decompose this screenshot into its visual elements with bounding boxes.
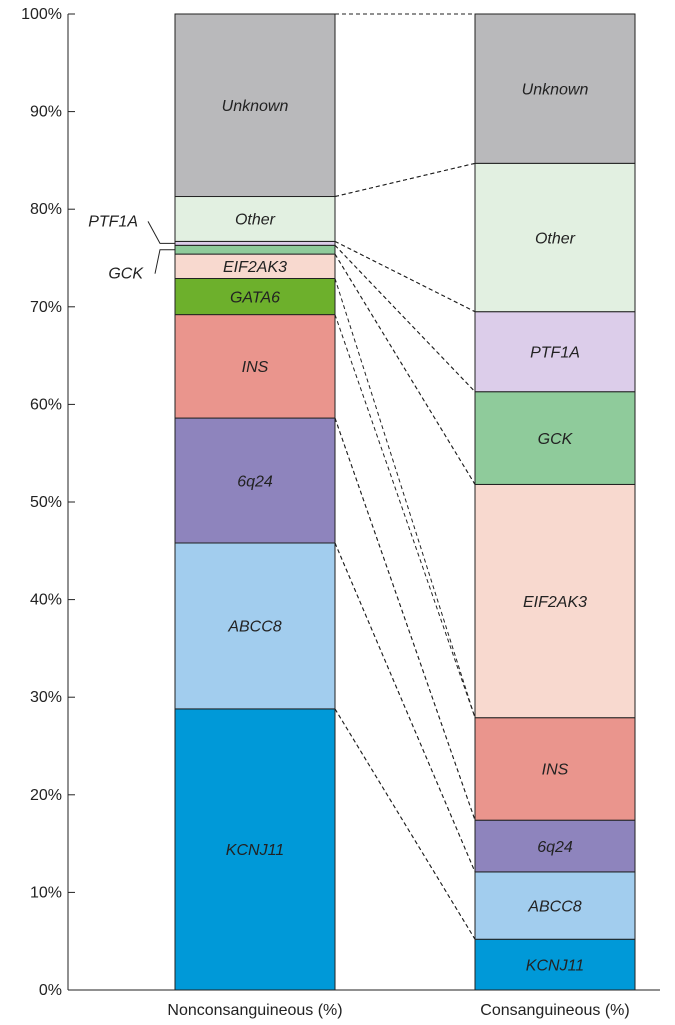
external-label-gck: GCK (108, 266, 144, 283)
segment-label-6q24: 6q24 (237, 473, 273, 490)
bar-segment-eif2ak3-consanguineous (474, 483, 636, 719)
connector-abcc8-bottom (334, 708, 476, 940)
y-tick-label: 20% (30, 787, 62, 804)
bar-segment-unknown-nonconsanguineous (174, 13, 336, 198)
y-tick-label: 30% (30, 689, 62, 706)
bar-segment-ptf1a-consanguineous (474, 311, 636, 393)
bar-segment-kcnj11-consanguineous (474, 938, 636, 991)
bar-segment-other-consanguineous (474, 162, 636, 313)
bar-segment-abcc8-nonconsanguineous (174, 542, 336, 710)
connector-gck-bottom (334, 253, 476, 485)
segment-label-abcc8: ABCC8 (227, 619, 281, 636)
y-axis: 0% 10% 20% 30% 40% 50% 60% 70% 80% 90% 100% (21, 6, 75, 999)
bar-segment-ins-consanguineous (474, 717, 636, 821)
y-tick-label: 10% (30, 884, 62, 901)
bar-segment-gata6-nonconsanguineous (174, 277, 336, 316)
connector-ins-top (334, 314, 476, 718)
segment-label-eif2ak3: EIF2AK3 (523, 594, 587, 611)
bar-segment-6q24-nonconsanguineous (174, 417, 336, 544)
y-tick-label: 80% (30, 201, 62, 218)
connector-lines (334, 13, 476, 991)
leader-line-ptf1a (147, 221, 175, 244)
bar-segment-6q24-consanguineous (474, 819, 636, 873)
segment-label-unknown: Unknown (222, 98, 289, 115)
segment-label-kcnj11: KCNJ11 (226, 842, 284, 859)
segment-label-gck: GCK (538, 431, 574, 448)
y-tick-label: 100% (21, 6, 62, 23)
segment-label-unknown: Unknown (522, 81, 589, 98)
connector-eif2ak3-bottom (334, 278, 476, 718)
connector-unknown-bottom (334, 162, 476, 197)
segment-label-ins: INS (542, 762, 569, 779)
x-axis: Nonconsanguineous (%) Consanguineous (%) (68, 989, 660, 1019)
external-label-ptf1a: PTF1A (88, 213, 138, 230)
segment-label-other: Other (235, 212, 276, 229)
bar-segment-other-nonconsanguineous (174, 196, 336, 242)
segment-label-ptf1a: PTF1A (530, 344, 580, 361)
bar-stacks: KCNJ11 KCNJ11 ABCC8 ABCC8 6q24 6q24 INS INS GATA… (174, 13, 636, 991)
bar-segment-gck-nonconsanguineous (174, 244, 336, 255)
segment-label-eif2ak3: EIF2AK3 (223, 259, 287, 276)
y-tick-label: 50% (30, 494, 62, 511)
segment-label-6q24: 6q24 (537, 839, 573, 856)
external-labels: PTF1A GCK (88, 213, 175, 283)
segment-label-abcc8: ABCC8 (527, 898, 581, 915)
segment-label-ins: INS (242, 359, 269, 376)
leader-line-gck (154, 249, 175, 274)
y-tick-label: 90% (30, 104, 62, 121)
bar-segment-eif2ak3-nonconsanguineous (174, 253, 336, 279)
connector-ptf1a-bottom (334, 244, 476, 393)
category-label-consanguineous: Consanguineous (%) (480, 1002, 629, 1019)
y-tick-label: 40% (30, 592, 62, 609)
connector-6q24-bottom (334, 542, 476, 873)
bar-segment-unknown-consanguineous (474, 13, 636, 164)
connector-other-bottom (334, 240, 476, 313)
bar-segment-ins-nonconsanguineous (174, 314, 336, 419)
connector-ins-bottom (334, 417, 476, 821)
bar-segment-ptf1a-nonconsanguineous (174, 240, 336, 246)
category-label-nonconsanguineous: Nonconsanguineous (%) (167, 1002, 342, 1019)
y-tick-label: 0% (39, 982, 62, 999)
y-tick-label: 70% (30, 299, 62, 316)
segment-label-gata6: GATA6 (230, 289, 280, 306)
segment-label-kcnj11: KCNJ11 (526, 957, 584, 974)
bar-segment-abcc8-consanguineous (474, 871, 636, 940)
segment-label-other: Other (535, 230, 576, 247)
y-tick-label: 60% (30, 396, 62, 413)
